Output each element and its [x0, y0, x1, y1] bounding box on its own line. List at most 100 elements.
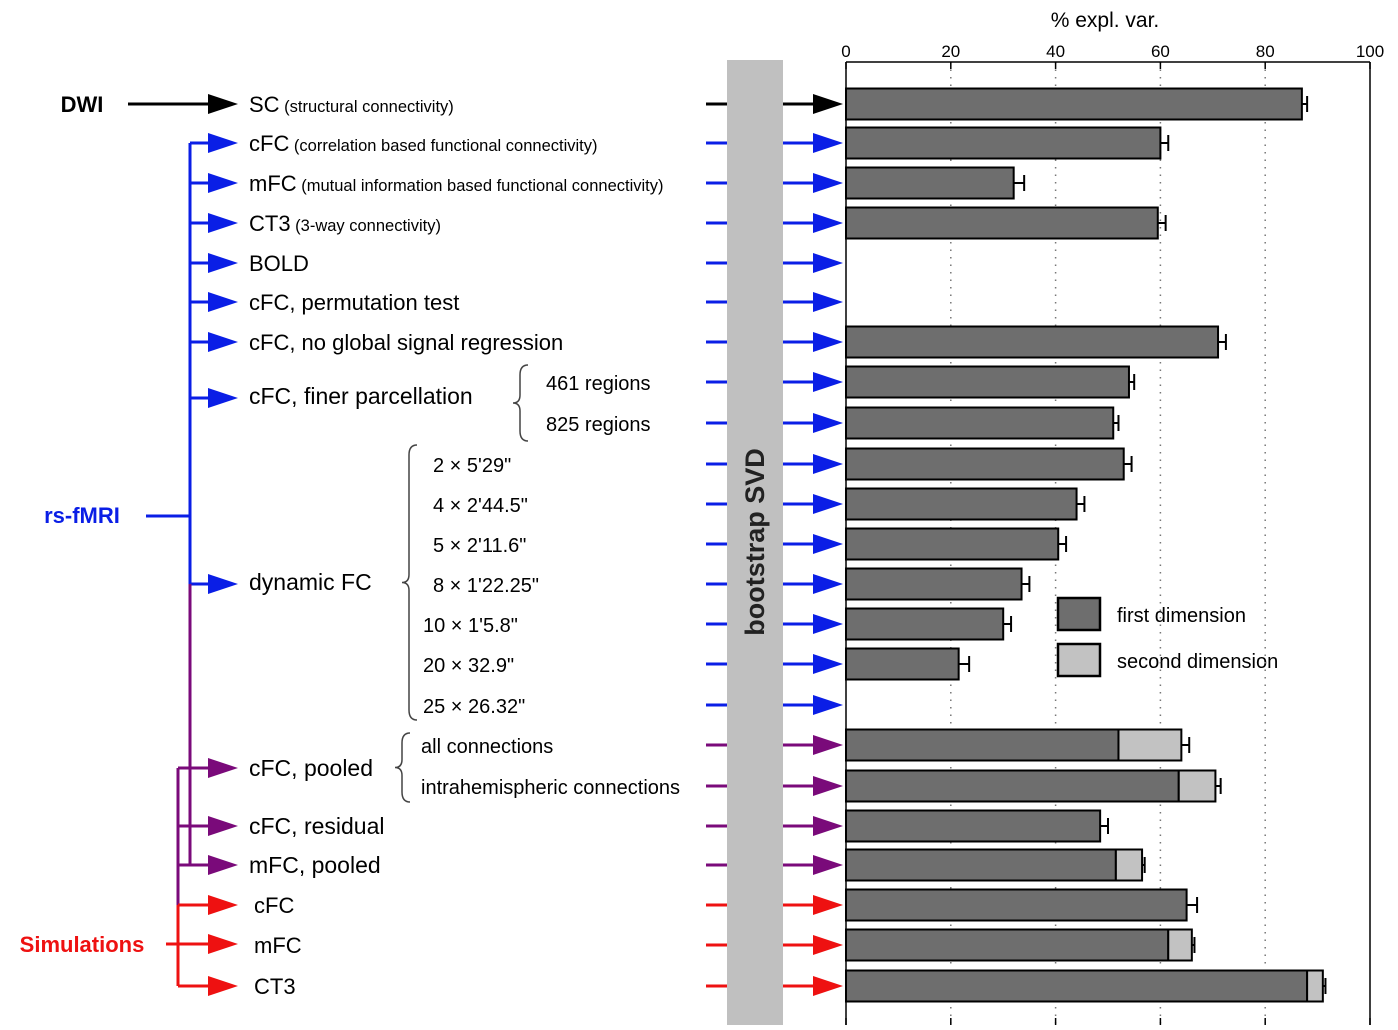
bar-first-dimension: [845, 527, 1060, 561]
source-label-simulations: Simulations: [20, 932, 145, 957]
error-bar: [1058, 536, 1068, 552]
legend-label-second-dimension: second dimension: [1117, 651, 1278, 673]
row-label: 8 × 1'22.25": [433, 575, 539, 597]
error-bar: [1123, 456, 1133, 472]
bar-first-dimension: [845, 928, 1170, 962]
bar-first-dimension: [845, 769, 1180, 803]
row-arrow-head: [813, 133, 843, 153]
x-tick-label-0: 0: [841, 42, 850, 61]
row-arrow-head: [813, 695, 843, 715]
bar-first-dimension: [845, 969, 1309, 1003]
row-10-1-5-8: 10 × 1'5.8": [423, 607, 1013, 641]
row-25-26-32: 25 × 26.32": [423, 695, 843, 718]
fmri-branch-6-head: [208, 388, 238, 408]
x-tick-label-40: 40: [1046, 42, 1065, 61]
row-arrow: [783, 614, 843, 634]
row-2-5-29: 2 × 5'29": [433, 447, 1133, 481]
row-arrow-head: [813, 816, 843, 836]
row-mfc-pooled: mFC, pooled: [249, 848, 1146, 882]
bar-second-dimension: [1177, 769, 1217, 803]
row-arrow: [783, 372, 843, 392]
row-intrahemispheric-connections: intrahemispheric connections: [421, 769, 1222, 803]
row-arrow-head: [813, 292, 843, 312]
row-arrow: [783, 494, 843, 514]
row-arrow-head: [813, 654, 843, 674]
row-arrow-head: [813, 534, 843, 554]
row-461-regions: 461 regions: [546, 365, 1136, 399]
bar-first-dimension: [845, 809, 1102, 843]
fmri-branch-0-head: [208, 133, 238, 153]
pooled-branch-1-head: [208, 816, 238, 836]
bar-first-dimension: [845, 365, 1130, 399]
row-825-regions: 825 regions: [546, 406, 1120, 440]
bar-first-dimension: [845, 126, 1162, 160]
bootstrap-label: bootstrap SVD: [740, 448, 770, 636]
row-ct3: CT3: [254, 969, 1327, 1003]
bar-second-dimension: [1167, 928, 1193, 962]
sim-branch-2-head: [208, 976, 238, 996]
fmri-branch-3-head: [208, 253, 238, 273]
x-ticks: 0 20 40 60 80 100: [841, 42, 1384, 1025]
row-cfc: cFC: [254, 888, 1199, 922]
error-bar: [1128, 374, 1136, 390]
row-arrow: [783, 895, 843, 915]
brace-dynamic-fc: [401, 444, 418, 721]
brace-cfc-pooled: [394, 732, 411, 803]
row-arrow: [783, 292, 843, 312]
error-bar: [1322, 978, 1327, 994]
pooled-branch-1: [190, 816, 238, 836]
x-axis-title: % expl. var.: [1051, 9, 1160, 32]
bar-first-dimension: [845, 888, 1188, 922]
bar-first-dimension: [845, 647, 960, 681]
bar-first-dimension: [845, 447, 1125, 481]
error-bar: [1076, 496, 1086, 512]
row-arrow-head: [813, 574, 843, 594]
error-bar: [1142, 857, 1146, 873]
row-label: intrahemispheric connections: [421, 777, 680, 799]
row-arrow-head: [813, 173, 843, 193]
row-arrow-head: [813, 413, 843, 433]
dwi-arrow-head: [208, 94, 238, 114]
row-label: cFC, residual: [249, 813, 384, 839]
row-label: 4 × 2'44.5": [433, 495, 528, 517]
x-tick-label-100: 100: [1356, 42, 1384, 61]
x-tick-label-80: 80: [1256, 42, 1275, 61]
row-label: 5 × 2'11.6": [433, 535, 526, 557]
bar-second-dimension: [1114, 848, 1144, 882]
dwi-arrow: [128, 94, 238, 114]
row-ct3: CT3 (3-way connectivity): [249, 206, 1167, 240]
bar-first-dimension: [845, 567, 1023, 601]
bar-first-dimension: [845, 87, 1303, 121]
error-bar: [1003, 616, 1013, 632]
sim-branch-1-head: [208, 934, 238, 954]
error-bar: [1181, 737, 1191, 753]
row-label: mFC, pooled: [249, 852, 381, 878]
row-cfc-permutation-test: cFC, permutation test: [249, 290, 843, 315]
error-bar: [1113, 415, 1120, 431]
row-arrow: [783, 574, 843, 594]
fmri-branch-4-head: [208, 292, 238, 312]
fmri-branch-0: [190, 133, 238, 153]
row-arrow: [783, 776, 843, 796]
row-arrow: [783, 654, 843, 674]
group-label-cfc-pooled: cFC, pooled: [249, 755, 373, 781]
source-label-dwi: DWI: [61, 92, 104, 117]
bar-first-dimension: [845, 325, 1220, 359]
sim-branch-0-head: [208, 895, 238, 915]
row-arrow: [783, 816, 843, 836]
bootstrap-band: [727, 60, 783, 1025]
row-label: CT3: [254, 974, 296, 999]
row-label: CT3 (3-way connectivity): [249, 211, 441, 236]
fmri-branch-7: [190, 574, 238, 594]
bar-first-dimension: [845, 206, 1159, 240]
row-label: cFC (correlation based functional connec…: [249, 131, 598, 156]
pooled-branch-2-head: [208, 855, 238, 875]
row-arrow-head: [813, 253, 843, 273]
row-arrow: [783, 253, 843, 273]
bar-first-dimension: [845, 728, 1120, 762]
row-label: SC (structural connectivity): [249, 92, 454, 117]
error-bar: [1186, 897, 1199, 913]
group-label-dynamic-fc: dynamic FC: [249, 569, 372, 595]
error-bar: [1191, 937, 1196, 953]
row-arrow-head: [813, 614, 843, 634]
